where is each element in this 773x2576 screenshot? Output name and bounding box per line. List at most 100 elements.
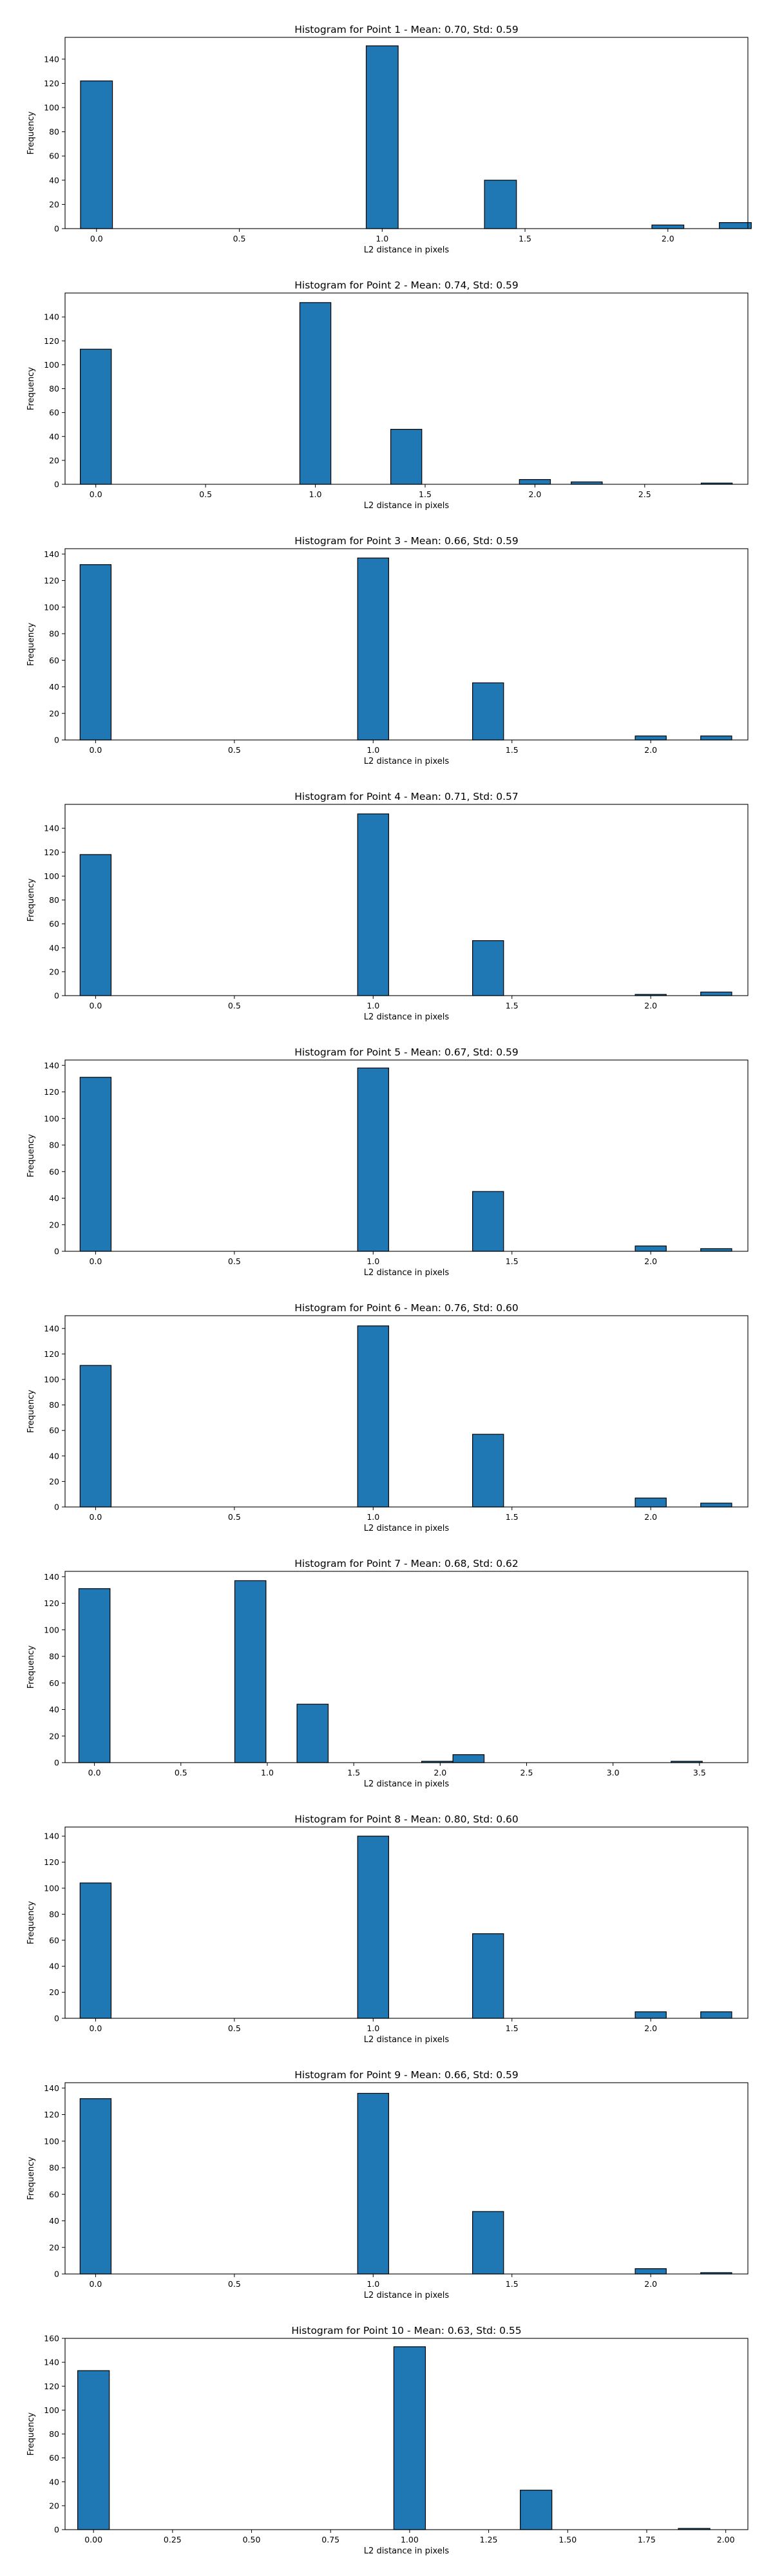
histogram-bar (472, 2211, 504, 2275)
y-tick-label: 0 (54, 2525, 59, 2535)
histogram-bar (651, 224, 685, 229)
chart-title: Histogram for Point 7 - Mean: 0.68, Std:… (294, 1558, 518, 1569)
x-tick-label: 1.25 (480, 2535, 498, 2544)
histogram-bar (357, 557, 389, 741)
y-tick-label: 80 (49, 2163, 59, 2173)
y-tick-label: 120 (44, 576, 59, 585)
plot-frame (64, 37, 749, 229)
x-tick-label: 1.5 (506, 1001, 519, 1010)
histogram-bar (77, 2370, 110, 2530)
y-tick-label: 120 (44, 1598, 59, 1608)
y-tick-label: 140 (44, 549, 59, 559)
x-tick-label: 2.0 (644, 1512, 657, 1522)
x-tick-label: 1.0 (367, 2279, 379, 2289)
y-tick-label: 40 (49, 1451, 59, 1461)
chart-title: Histogram for Point 9 - Mean: 0.66, Std:… (294, 2069, 518, 2081)
y-axis-label: Frequency (26, 2412, 36, 2456)
histogram-bar (700, 991, 732, 996)
plot-frame (64, 1826, 749, 2019)
histogram-bar (452, 1754, 485, 1763)
x-tick-label: 0.5 (228, 745, 241, 755)
x-tick-label: 0.0 (89, 2279, 102, 2289)
histogram-bar (700, 735, 732, 741)
histogram-bar (635, 2011, 667, 2019)
histogram-bar (357, 1835, 389, 2019)
y-tick-label: 140 (44, 312, 59, 322)
y-tick-label: 120 (44, 79, 59, 88)
y-tick-label: 0 (54, 480, 59, 489)
histogram-bar (519, 478, 551, 485)
histogram-bar (80, 348, 112, 485)
y-tick-label: 120 (44, 1349, 59, 1359)
y-tick-label: 0 (54, 1247, 59, 1256)
x-axis-label: L2 distance in pixels (364, 245, 450, 255)
chart-title: Histogram for Point 10 - Mean: 0.63, Std… (291, 2325, 521, 2336)
histogram-bar (472, 1933, 504, 2019)
y-tick-label: 0 (54, 2014, 59, 2023)
x-tick-label: 0.5 (228, 2279, 241, 2289)
y-tick-label: 20 (49, 200, 59, 209)
x-tick-label: 2.0 (434, 1768, 446, 1777)
x-tick-label: 1.5 (506, 1512, 519, 1522)
histogram-chart-8: Histogram for Point 8 - Mean: 0.80, Std:… (26, 1814, 749, 2045)
y-tick-label: 20 (49, 1987, 59, 1997)
x-tick-label: 2.0 (644, 1001, 657, 1010)
histogram-bar (79, 564, 112, 741)
x-tick-label: 1.5 (506, 745, 519, 755)
y-tick-label: 140 (44, 1323, 59, 1333)
y-tick-label: 100 (44, 2136, 59, 2146)
x-tick-label: 0.0 (89, 2023, 102, 2033)
histogram-bar (357, 1067, 389, 1252)
histogram-chart-6: Histogram for Point 6 - Mean: 0.76, Std:… (26, 1302, 749, 1533)
x-tick-label: 2.0 (644, 2279, 657, 2289)
plot-frame (64, 1571, 749, 1763)
chart-title: Histogram for Point 8 - Mean: 0.80, Std:… (294, 1814, 518, 1825)
x-tick-label: 0.0 (89, 745, 102, 755)
x-tick-label: 1.0 (367, 1256, 379, 1266)
histogram-bar (79, 1882, 112, 2019)
plot-frame (64, 2082, 749, 2275)
y-tick-label: 60 (49, 408, 59, 417)
histogram-bar (635, 1245, 667, 1252)
histogram-bar (719, 222, 752, 229)
plot-frame (64, 1315, 749, 1508)
y-tick-label: 80 (49, 895, 59, 905)
x-tick-label: 0.5 (175, 1768, 187, 1777)
histogram-bar (299, 302, 332, 485)
y-tick-label: 20 (49, 708, 59, 718)
y-axis-label: Frequency (26, 367, 36, 410)
x-axis-label: L2 distance in pixels (364, 1268, 450, 1278)
y-tick-label: 160 (44, 2334, 59, 2344)
y-tick-label: 80 (49, 1141, 59, 1150)
y-axis-label: Frequency (26, 623, 36, 666)
histogram-chart-7: Histogram for Point 7 - Mean: 0.68, Std:… (26, 1558, 749, 1789)
y-tick-label: 100 (44, 1375, 59, 1385)
histogram-bar (296, 1703, 329, 1763)
y-tick-label: 20 (49, 967, 59, 976)
x-tick-label: 3.5 (693, 1768, 706, 1777)
histogram-bar (635, 1497, 667, 1508)
y-tick-label: 120 (44, 336, 59, 346)
y-tick-label: 140 (44, 824, 59, 833)
histogram-bar (357, 2092, 389, 2275)
histogram-chart-1: Histogram for Point 1 - Mean: 0.70, Std:… (26, 24, 752, 255)
chart-title: Histogram for Point 1 - Mean: 0.70, Std:… (294, 24, 518, 35)
histogram-bar (635, 2268, 667, 2275)
histogram-chart-2: Histogram for Point 2 - Mean: 0.74, Std:… (26, 279, 749, 511)
y-tick-label: 80 (49, 1400, 59, 1410)
plot-frame (64, 804, 749, 996)
y-tick-label: 60 (49, 1426, 59, 1435)
y-tick-label: 120 (44, 848, 59, 857)
histogram-bar (635, 735, 667, 741)
x-tick-label: 3.0 (607, 1768, 620, 1777)
y-tick-label: 20 (49, 1731, 59, 1741)
chart-title: Histogram for Point 2 - Mean: 0.74, Std:… (294, 279, 518, 291)
y-tick-label: 60 (49, 656, 59, 665)
y-axis-label: Frequency (26, 111, 36, 155)
x-tick-label: 2.5 (638, 489, 651, 499)
y-tick-label: 60 (49, 151, 59, 161)
x-tick-label: 0.5 (199, 489, 212, 499)
histogram-bar (700, 1502, 732, 1508)
x-tick-label: 0.50 (243, 2535, 261, 2544)
y-tick-label: 80 (49, 384, 59, 393)
